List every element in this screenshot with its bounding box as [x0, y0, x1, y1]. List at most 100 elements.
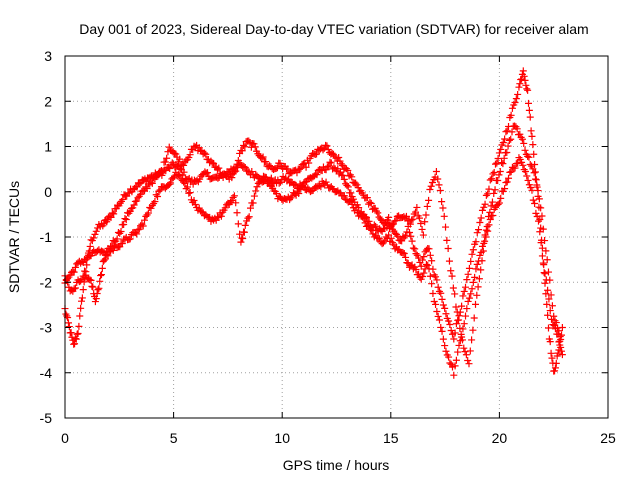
data-point [312, 170, 320, 178]
data-point [460, 344, 468, 352]
data-point [348, 173, 356, 181]
data-point [506, 168, 514, 176]
data-point [98, 264, 106, 272]
data-point [490, 189, 498, 197]
chart-title: Day 001 of 2023, Sidereal Day-to-day VTE… [79, 21, 588, 37]
y-tick-label: 0 [44, 184, 52, 200]
data-point [508, 128, 516, 136]
data-point [516, 80, 524, 88]
data-point [470, 314, 478, 322]
data-point [296, 165, 304, 173]
y-tick-label: -2 [40, 274, 53, 290]
data-point [136, 180, 144, 188]
data-point [339, 172, 347, 180]
data-point [144, 209, 152, 217]
data-point [504, 142, 512, 150]
data-point [180, 161, 188, 169]
data-point [542, 247, 550, 255]
data-point [167, 179, 175, 187]
data-point [524, 152, 532, 160]
data-point [480, 239, 488, 247]
data-point [511, 99, 519, 107]
data-point [232, 199, 240, 207]
data-point [530, 169, 538, 177]
data-point [451, 329, 459, 337]
data-point [305, 159, 313, 167]
data-point [297, 164, 305, 172]
data-point [495, 199, 503, 207]
data-point [485, 185, 493, 193]
data-point [284, 165, 292, 173]
data-point [501, 185, 509, 193]
data-point [499, 160, 507, 168]
y-tick-label: 3 [44, 48, 52, 64]
data-point [415, 254, 423, 262]
data-point [418, 225, 426, 233]
x-tick-label: 5 [170, 430, 178, 446]
data-point [456, 337, 464, 345]
data-point [324, 145, 332, 153]
data-point [499, 139, 507, 147]
data-point [500, 154, 508, 162]
data-point [473, 291, 481, 299]
data-point [200, 149, 208, 157]
data-point [433, 276, 441, 284]
data-point [438, 295, 446, 303]
data-point [542, 276, 550, 284]
data-point [502, 179, 510, 187]
data-point [507, 111, 515, 119]
data-point [91, 230, 99, 238]
data-point [412, 250, 420, 258]
data-point [514, 159, 522, 167]
data-point [491, 186, 499, 194]
data-point [486, 215, 494, 223]
data-point [63, 312, 71, 320]
data-point [272, 165, 280, 173]
data-point [429, 289, 437, 297]
data-point [233, 209, 241, 217]
data-point [477, 248, 485, 256]
data-point [174, 171, 182, 179]
data-point [439, 301, 447, 309]
data-point [229, 193, 237, 201]
data-point [108, 209, 116, 217]
data-point [445, 317, 453, 325]
data-point [525, 106, 533, 114]
data-point [239, 235, 247, 243]
data-point [155, 171, 163, 179]
data-point [241, 143, 249, 151]
data-point [520, 72, 528, 80]
data-point [143, 184, 151, 192]
data-point [489, 170, 497, 178]
data-point [481, 231, 489, 239]
data-point [485, 221, 493, 229]
data-point [463, 276, 471, 284]
data-point [417, 220, 425, 228]
data-point [544, 324, 552, 332]
data-point [69, 267, 77, 275]
data-point [379, 239, 387, 247]
data-point [421, 218, 429, 226]
data-point [455, 341, 463, 349]
data-point [241, 163, 249, 171]
data-point [472, 300, 480, 308]
data-point [176, 165, 184, 173]
data-point [87, 276, 95, 284]
data-point [529, 196, 537, 204]
data-point [70, 268, 78, 276]
data-point [529, 141, 537, 149]
axis-tick-labels: 0 5 10 15 20 25 -5 -4 -3 -2 -1 0 1 2 3 [40, 48, 616, 446]
data-point [426, 251, 434, 259]
data-point [210, 159, 218, 167]
data-point [406, 220, 414, 228]
data-point [459, 292, 467, 300]
data-point [524, 86, 532, 94]
data-point [159, 168, 167, 176]
data-point [426, 186, 434, 194]
data-point [228, 197, 236, 205]
data-point [523, 172, 531, 180]
y-axis-label: SDTVAR / TECUs [6, 181, 22, 293]
data-point [439, 335, 447, 343]
data-point [411, 245, 419, 253]
data-point [514, 90, 522, 98]
